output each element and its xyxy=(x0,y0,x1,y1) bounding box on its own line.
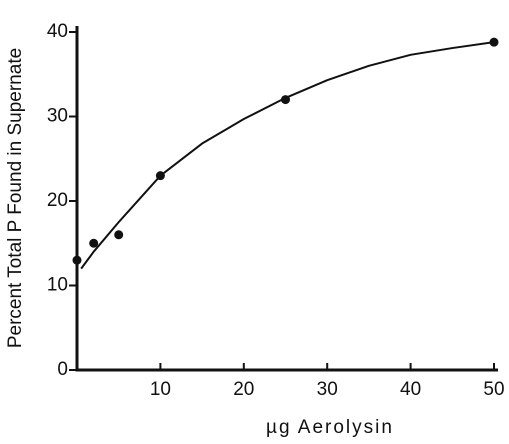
x-axis-label: µg Aerolysin xyxy=(266,417,394,438)
fit-curve xyxy=(80,41,495,270)
x-tick-label: 40 xyxy=(400,379,421,400)
y-tick-label: 30 xyxy=(47,106,68,127)
data-point xyxy=(72,255,82,265)
x-tick-label: 50 xyxy=(483,379,504,400)
data-point xyxy=(114,230,124,240)
y-tick-label: 40 xyxy=(47,21,68,42)
y-tick-label: 0 xyxy=(57,359,68,380)
x-tick-label: 20 xyxy=(233,379,254,400)
x-tick-label: 10 xyxy=(150,379,171,400)
y-tick-label: 10 xyxy=(47,275,68,296)
y-tick-label: 20 xyxy=(47,190,68,211)
y-axis-label: Percent Total P Found in Supernate xyxy=(5,48,26,348)
data-point xyxy=(89,238,99,248)
x-tick-label: 30 xyxy=(317,379,338,400)
